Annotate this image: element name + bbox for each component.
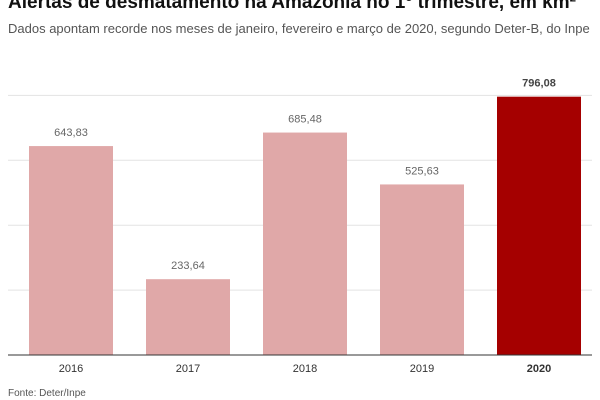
value-label-2016: 643,83 [54,127,88,139]
source-note: Fonte: Deter/Inpe [8,388,86,399]
bar-2016 [29,146,113,355]
chart-subtitle: Dados apontam recorde nos meses de janei… [8,21,590,36]
x-tick-2016: 2016 [59,363,83,375]
bar-2020 [497,96,581,355]
bar-2017 [146,279,230,355]
bar-2019 [380,184,464,355]
x-tick-2019: 2019 [410,363,434,375]
x-tick-2017: 2017 [176,363,200,375]
value-label-2020: 796,08 [522,78,556,90]
chart-title: Alertas de desmatamento na Amazônia no 1… [8,0,576,13]
bar-2018 [263,132,347,355]
value-label-2019: 525,63 [405,165,439,177]
x-tick-2018: 2018 [293,363,317,375]
value-label-2017: 233,64 [171,260,205,272]
x-tick-2020: 2020 [527,363,551,375]
value-label-2018: 685,48 [288,114,322,126]
